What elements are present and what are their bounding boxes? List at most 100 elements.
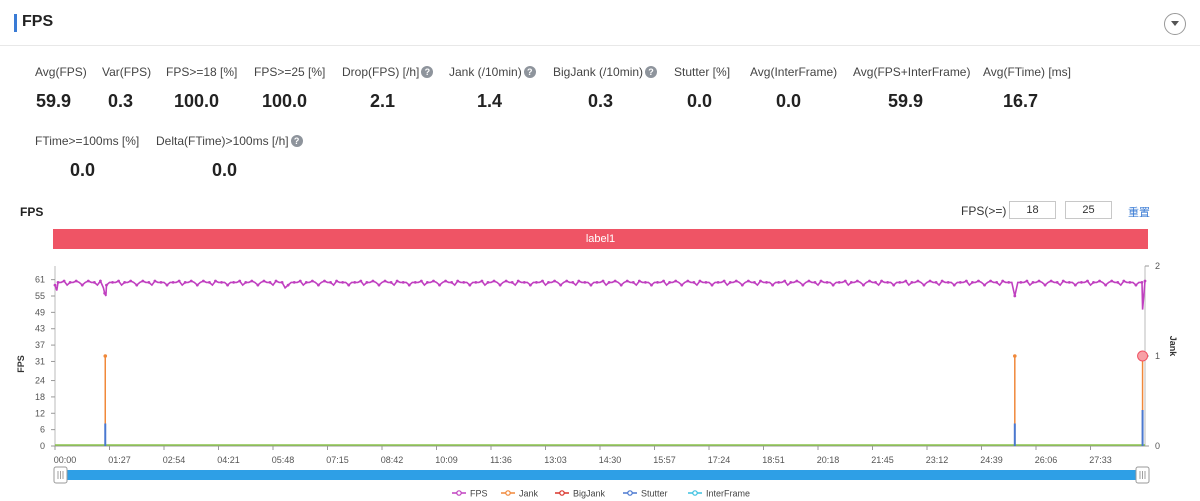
fps-point [62, 279, 66, 283]
fps-point [135, 283, 139, 287]
fps-point [1019, 280, 1023, 284]
fps-point [631, 280, 635, 284]
help-icon[interactable]: ? [645, 66, 658, 78]
fps-point [813, 280, 817, 284]
fps-point [1134, 283, 1138, 287]
metric-value: 0.0 [212, 160, 238, 180]
fps-point [958, 280, 962, 284]
fps-point [734, 279, 738, 283]
metric-label-text: Var(FPS) [102, 65, 152, 79]
metric-label: Avg(FPS+InterFrame) [853, 65, 970, 79]
metric-value: 0.0 [687, 91, 713, 111]
fps-point [103, 291, 107, 295]
fps-point [214, 279, 217, 283]
fps-point [1128, 280, 1132, 284]
fps-point [183, 280, 187, 284]
help-icon[interactable]: ? [421, 66, 434, 78]
y-right-tick-label: 2 [1155, 261, 1160, 271]
legend-label: Stutter [641, 489, 668, 499]
fps-point [274, 279, 278, 283]
fps-point [1086, 279, 1089, 283]
fps-threshold-low-input[interactable] [1009, 201, 1056, 219]
metric-value: 100.0 [262, 91, 308, 111]
fps-point [656, 280, 659, 284]
x-tick-label: 01:27 [108, 455, 131, 465]
legend-marker [456, 490, 462, 496]
fps-point [1025, 279, 1029, 283]
fps-point [53, 283, 57, 287]
x-tick-label: 26:06 [1035, 455, 1058, 465]
fps-point [577, 279, 581, 283]
fps-point [292, 280, 296, 284]
fps-point [1043, 283, 1047, 287]
legend-marker [505, 490, 511, 496]
label-band[interactable]: label1 [53, 229, 1148, 249]
metric-label-text: FPS>=18 [%] [166, 65, 238, 79]
x-tick-label: 23:12 [926, 455, 949, 465]
x-tick-label: 02:54 [163, 455, 186, 465]
fps-point [444, 279, 447, 283]
metric-label: FPS>=25 [%] [254, 65, 325, 79]
x-tick-label: 21:45 [871, 455, 894, 465]
x-tick-label: 14:30 [599, 455, 622, 465]
fps-threshold-high-input[interactable] [1065, 201, 1112, 219]
fps-point [983, 283, 986, 287]
fps-point [462, 280, 466, 284]
fps-point [1049, 279, 1053, 283]
reset-button[interactable]: 重置 [1128, 207, 1150, 219]
fps-point [1013, 294, 1017, 298]
fps-point [74, 279, 78, 283]
fps-point [904, 279, 908, 283]
metric-value: 0.3 [588, 91, 614, 111]
metric-value: 16.7 [1003, 91, 1039, 111]
page-header: FPS [0, 0, 1200, 46]
fps-point [771, 283, 774, 287]
fps-point [1001, 279, 1005, 283]
y-tick-label: 18 [35, 392, 45, 402]
fps-point [280, 280, 284, 284]
fps-point [704, 280, 708, 284]
x-tick-label: 07:15 [326, 455, 349, 465]
y-tick-label: 12 [35, 408, 45, 418]
help-icon[interactable]: ? [290, 135, 303, 147]
fps-point [419, 279, 423, 283]
fps-point [650, 283, 653, 287]
fps-point [105, 283, 108, 287]
metric-label: Delta(FTime)>100ms [/h]? [156, 134, 303, 148]
collapse-button[interactable] [1164, 13, 1186, 35]
metric-label-text: Avg(FTime) [ms] [983, 65, 1072, 79]
fps-point [323, 279, 326, 283]
chart-title: FPS [20, 205, 44, 219]
fps-point [486, 280, 490, 284]
fps-point [226, 283, 229, 287]
fps-point [341, 280, 345, 284]
fps-point [559, 283, 563, 287]
fps-point [674, 279, 678, 283]
fps-point [492, 279, 496, 283]
metric-value: 0.0 [70, 160, 96, 180]
fps-point [946, 280, 950, 284]
x-tick-label: 27:33 [1089, 455, 1112, 465]
fps-point [147, 280, 151, 284]
fps-point [250, 279, 254, 283]
fps-point [383, 279, 387, 283]
fps-point [910, 280, 914, 284]
fps-point [201, 279, 205, 283]
fps-point [849, 280, 853, 284]
y-axis-right-title: Jank [1168, 336, 1178, 358]
fps-point [1067, 280, 1071, 284]
fps-point [123, 280, 127, 284]
fps-point [541, 279, 544, 283]
fps-point [553, 279, 556, 283]
fps-point [353, 280, 357, 284]
fps-point [268, 280, 272, 284]
fps-point [56, 280, 60, 284]
fps-point [601, 279, 605, 283]
y-tick-label: 24 [35, 376, 45, 386]
metric-label-text: Avg(FPS+InterFrame) [853, 65, 971, 79]
fps-point [129, 279, 133, 283]
fps-point [195, 283, 199, 287]
help-icon[interactable]: ? [523, 66, 536, 78]
fps-point [692, 280, 696, 284]
